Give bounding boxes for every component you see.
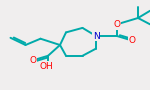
Text: O: O — [129, 36, 135, 45]
Text: OH: OH — [40, 62, 53, 71]
Text: O: O — [114, 20, 120, 29]
Text: O: O — [30, 56, 36, 65]
Text: N: N — [93, 31, 99, 40]
